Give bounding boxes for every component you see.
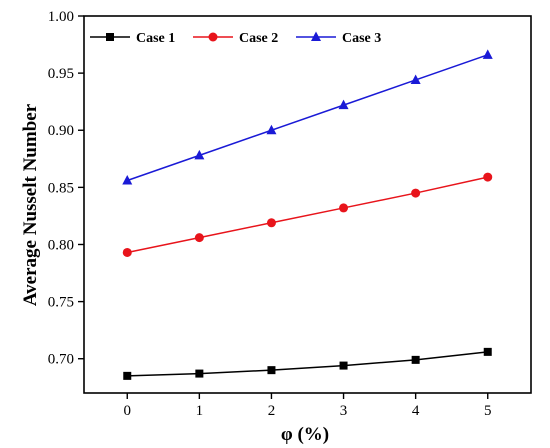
- plot-frame: [83, 15, 532, 394]
- data-point: [267, 366, 276, 375]
- x-axis-title: φ (%): [281, 424, 329, 445]
- data-point: [266, 218, 276, 228]
- x-tick-label: 3: [340, 403, 348, 419]
- legend-item-3: Case 3: [296, 31, 381, 46]
- series-line: [127, 351, 488, 377]
- data-point: [194, 149, 205, 160]
- series-line: [127, 176, 488, 254]
- x-axis: 0 1 2 3 4 5: [124, 393, 492, 419]
- series-2: [122, 172, 493, 257]
- y-tick-label: 0.90: [48, 123, 74, 139]
- y-axis: 0.70 0.75 0.80 0.85 0.90 0.95 1.00: [48, 9, 84, 368]
- legend-label: Case 2: [239, 31, 278, 46]
- data-point: [266, 124, 277, 135]
- series-3: [122, 49, 493, 185]
- data-point: [195, 369, 204, 378]
- y-tick-label: 0.95: [48, 66, 74, 82]
- y-tick-label: 0.85: [48, 180, 74, 196]
- legend-item-1: Case 1: [90, 31, 175, 46]
- legend-label: Case 3: [342, 31, 381, 46]
- data-point: [194, 233, 204, 243]
- legend-item-2: Case 2: [193, 31, 278, 46]
- y-tick-label: 0.80: [48, 237, 74, 253]
- data-point: [123, 371, 132, 380]
- legend-marker: [106, 33, 114, 41]
- y-axis-title: Average Nusselt Number: [20, 103, 41, 306]
- y-tick-label: 0.70: [48, 352, 74, 368]
- series-line: [127, 54, 488, 182]
- data-point: [339, 361, 348, 370]
- data-point: [483, 347, 492, 356]
- y-tick-label: 0.75: [48, 295, 74, 311]
- data-point: [122, 175, 133, 185]
- data-point: [411, 355, 420, 364]
- data-point: [338, 99, 349, 110]
- data-point: [122, 247, 132, 257]
- x-tick-label: 0: [124, 403, 132, 419]
- data-point: [339, 203, 349, 213]
- data-point: [482, 49, 493, 59]
- legend-marker: [311, 31, 321, 41]
- x-tick-label: 4: [412, 403, 420, 419]
- y-tick-label: 1.00: [48, 9, 74, 25]
- data-point: [410, 74, 421, 84]
- legend-label: Case 1: [136, 31, 175, 46]
- x-tick-label: 5: [484, 403, 492, 419]
- plot-area: [83, 15, 532, 394]
- x-tick-label: 1: [196, 403, 204, 419]
- data-point: [411, 188, 421, 198]
- data-point: [483, 172, 493, 182]
- legend: Case 1 Case 2 Case 3: [90, 31, 381, 46]
- legend-marker: [208, 32, 218, 42]
- x-tick-label: 2: [268, 403, 276, 419]
- series-1: [123, 347, 492, 380]
